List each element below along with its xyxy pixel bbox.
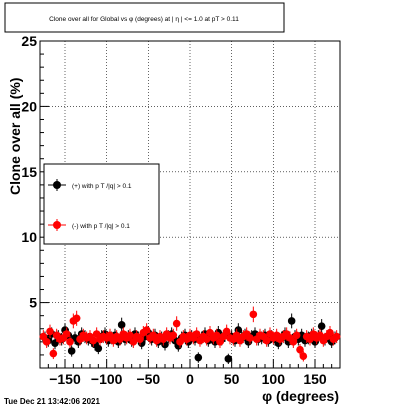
data-point [89, 336, 98, 345]
legend-marker-plus [53, 181, 61, 189]
data-point [136, 335, 144, 344]
series-minus [39, 306, 341, 362]
data-point [94, 344, 103, 353]
data-point [287, 317, 296, 325]
axis-ticks [39, 40, 341, 368]
x-tick-label: −100 [91, 371, 123, 387]
title-box [4, 2, 285, 33]
data-point [212, 331, 221, 340]
grid-lines [40, 41, 340, 368]
data-point [194, 353, 203, 362]
data-point [117, 321, 126, 329]
y-tick-label: 15 [21, 164, 37, 180]
legend-marker-minus [53, 221, 61, 229]
y-axis-title: Clone over all (%) [7, 78, 23, 195]
x-tick-label: 0 [186, 371, 194, 387]
timestamp: Tue Dec 21 13:42:06 2021 [4, 397, 100, 406]
data-point [67, 347, 76, 355]
data-point [299, 352, 308, 361]
tick-labels: −150 −100 −50 0 50 100 150 5 10 15 20 25 [21, 33, 326, 387]
legend: (+) with p T /|q| > 0.1 (-) with p T /|q… [43, 163, 160, 245]
data-point [262, 336, 271, 345]
data-point [222, 327, 231, 336]
data-point [66, 338, 74, 346]
chart-title: Clone over all for Global vs φ (degrees)… [49, 16, 239, 23]
data-point [246, 334, 254, 342]
data-point [224, 355, 233, 363]
legend-label-plus: (+) with p T /|q| > 0.1 [72, 183, 132, 190]
data-point [202, 335, 211, 344]
legend-label-minus: (-) with p T /|q| > 0.1 [72, 223, 130, 230]
data-point [62, 330, 71, 338]
data-point [72, 314, 81, 323]
x-tick-label: −150 [49, 371, 81, 387]
y-tick-label: 20 [21, 98, 37, 114]
x-tick-label: 100 [262, 371, 286, 387]
data-point [46, 327, 54, 336]
data-point [169, 331, 178, 340]
data-point [192, 330, 201, 338]
x-tick-label: −50 [136, 371, 160, 387]
data-point [49, 349, 58, 358]
data-point [126, 331, 134, 340]
legend-box [43, 163, 160, 245]
data-point [317, 322, 326, 330]
data-point [249, 310, 258, 319]
series-layer [39, 306, 341, 364]
data-point [42, 338, 51, 346]
data-point [326, 328, 334, 337]
data-point [296, 345, 304, 354]
data-point [332, 332, 341, 341]
y-tick-label: 5 [29, 295, 37, 311]
data-point [172, 319, 181, 328]
y-tick-label: 25 [21, 33, 37, 49]
x-tick-label: 150 [303, 371, 327, 387]
data-point [292, 331, 301, 340]
x-tick-label: 50 [224, 371, 240, 387]
x-axis-title: φ (degrees) [262, 388, 339, 404]
y-tick-label: 10 [21, 229, 37, 245]
data-point [142, 326, 151, 334]
data-point [289, 338, 298, 346]
